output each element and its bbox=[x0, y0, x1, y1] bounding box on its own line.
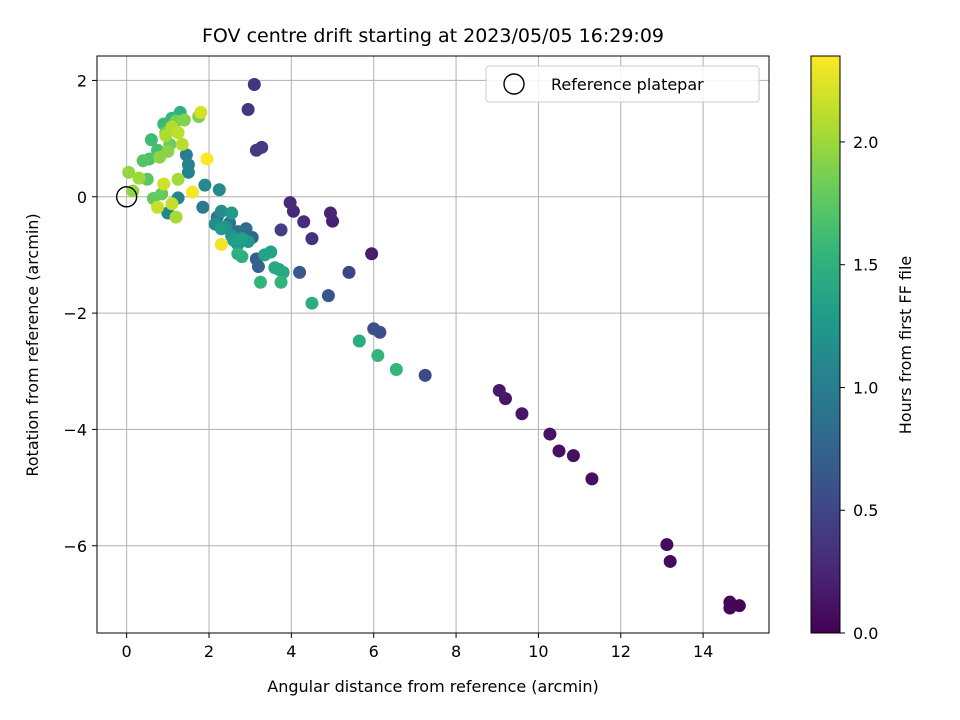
data-point bbox=[371, 349, 385, 363]
y-tick-label: −6 bbox=[63, 537, 87, 556]
data-point bbox=[177, 113, 191, 127]
data-point bbox=[297, 215, 311, 229]
colorbar-tick-label: 0.0 bbox=[853, 624, 878, 643]
data-point bbox=[389, 363, 403, 377]
data-point bbox=[342, 265, 356, 279]
data-point bbox=[181, 165, 195, 179]
data-point bbox=[241, 103, 255, 117]
data-point bbox=[235, 250, 249, 264]
data-point bbox=[492, 383, 506, 397]
x-axis: 0 2 4 6 8 10 12 14 bbox=[122, 633, 713, 661]
data-point bbox=[367, 322, 381, 336]
x-tick-label: 6 bbox=[369, 642, 379, 661]
data-point bbox=[175, 137, 189, 151]
data-point bbox=[251, 260, 265, 274]
data-point bbox=[155, 187, 169, 201]
data-point bbox=[194, 105, 208, 119]
data-point bbox=[214, 222, 228, 236]
data-point bbox=[165, 197, 179, 211]
data-point bbox=[171, 126, 185, 140]
colorbar-tick-label: 0.5 bbox=[853, 501, 878, 520]
data-point bbox=[132, 171, 146, 185]
data-point bbox=[157, 177, 171, 191]
data-point bbox=[566, 449, 580, 463]
y-tick-label: −2 bbox=[63, 304, 87, 323]
data-point bbox=[543, 427, 557, 441]
data-point bbox=[212, 183, 226, 197]
data-point bbox=[179, 148, 193, 162]
data-point bbox=[122, 165, 136, 179]
data-point bbox=[268, 261, 282, 275]
data-point bbox=[274, 275, 288, 289]
legend: Reference platepar bbox=[485, 65, 760, 103]
data-point bbox=[305, 232, 319, 246]
y-axis: 2 0 −2 −4 −6 bbox=[63, 71, 97, 556]
data-point bbox=[660, 538, 674, 552]
data-point bbox=[274, 223, 288, 237]
data-point bbox=[153, 150, 167, 164]
x-tick-label: 12 bbox=[611, 642, 631, 661]
legend-marker bbox=[503, 73, 525, 95]
data-point bbox=[171, 172, 185, 186]
y-axis-label: Rotation from reference (arcmin) bbox=[23, 213, 42, 476]
x-tick-label: 14 bbox=[693, 642, 713, 661]
data-point bbox=[200, 152, 214, 166]
x-tick-label: 2 bbox=[204, 642, 214, 661]
x-tick-label: 8 bbox=[451, 642, 461, 661]
data-point bbox=[186, 185, 200, 199]
data-point bbox=[293, 265, 307, 279]
data-point bbox=[151, 200, 165, 214]
data-point bbox=[305, 296, 319, 310]
colorbar-axis: 0.0 0.5 1.0 1.5 2.0 bbox=[840, 133, 878, 643]
data-point bbox=[136, 154, 150, 168]
chart-title: FOV centre drift starting at 2023/05/05 … bbox=[202, 25, 664, 47]
data-point bbox=[283, 196, 297, 210]
y-tick-label: 0 bbox=[77, 188, 87, 207]
data-point bbox=[169, 210, 183, 224]
data-point bbox=[144, 133, 158, 147]
data-point bbox=[365, 247, 379, 261]
x-tick-label: 10 bbox=[528, 642, 548, 661]
scatter-points bbox=[122, 78, 746, 615]
legend-box bbox=[485, 65, 760, 103]
data-point bbox=[515, 407, 529, 421]
grid bbox=[97, 56, 769, 633]
data-point bbox=[214, 204, 228, 218]
colorbar-tick-label: 1.5 bbox=[853, 256, 878, 275]
plot-frame bbox=[96, 55, 770, 634]
colorbar-tick-label: 1.0 bbox=[853, 378, 878, 397]
y-tick-label: 2 bbox=[77, 71, 87, 90]
colorbar bbox=[810, 55, 841, 634]
colorbar-label: Hours from first FF file bbox=[896, 256, 915, 435]
data-point bbox=[323, 206, 337, 220]
data-point bbox=[214, 237, 228, 251]
data-point bbox=[249, 143, 263, 157]
data-point bbox=[585, 472, 599, 486]
x-tick-label: 0 bbox=[122, 642, 132, 661]
data-point bbox=[247, 78, 261, 92]
x-axis-label: Angular distance from reference (arcmin) bbox=[267, 677, 598, 696]
data-point bbox=[723, 601, 737, 615]
y-tick-label: −4 bbox=[63, 420, 87, 439]
data-point bbox=[418, 368, 432, 382]
data-point bbox=[253, 275, 267, 289]
data-point bbox=[552, 444, 566, 458]
data-point bbox=[196, 200, 210, 214]
colorbar-tick-label: 2.0 bbox=[853, 133, 878, 152]
x-tick-label: 4 bbox=[286, 642, 296, 661]
data-point bbox=[198, 178, 212, 192]
reference-marker bbox=[115, 186, 138, 208]
legend-label: Reference platepar bbox=[551, 75, 704, 94]
data-point bbox=[663, 554, 677, 568]
data-point bbox=[321, 289, 335, 303]
data-point bbox=[264, 245, 278, 259]
data-point bbox=[235, 232, 249, 246]
data-point bbox=[352, 334, 366, 348]
data-point bbox=[225, 206, 239, 220]
